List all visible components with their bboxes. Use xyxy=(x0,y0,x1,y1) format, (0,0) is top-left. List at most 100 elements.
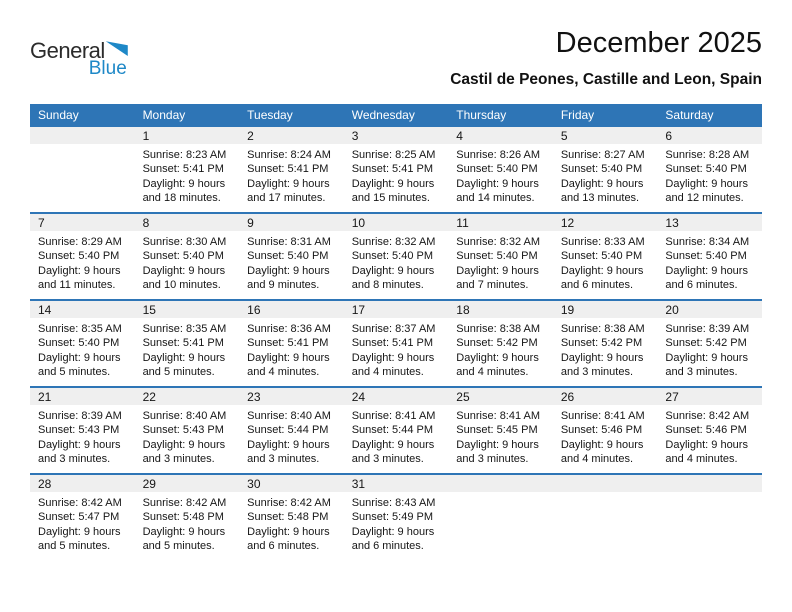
day-info-line: and 6 minutes. xyxy=(560,279,633,292)
day-info-line: Sunset: 5:43 PM xyxy=(142,424,224,437)
day-number: 7 xyxy=(38,216,45,230)
general-blue-logo: General Blue xyxy=(30,28,128,78)
day-info-line: and 3 minutes. xyxy=(142,453,215,466)
day-info-line: Daylight: 9 hours xyxy=(351,525,435,538)
day-info-line: and 7 minutes. xyxy=(456,279,529,292)
day-info-line: Sunset: 5:40 PM xyxy=(247,250,329,263)
day-info-line: Sunrise: 8:39 AM xyxy=(665,323,750,335)
day-info-line: Sunrise: 8:37 AM xyxy=(351,323,436,335)
day-info-line: Sunset: 5:41 PM xyxy=(247,337,329,350)
day-info-line: Daylight: 9 hours xyxy=(38,438,121,451)
day-info-line: Sunrise: 8:32 AM xyxy=(456,236,541,248)
day-details: Sunrise: 8:36 AM Sunset: 5:41 PM Daylight:… xyxy=(239,318,344,386)
day-info-line: Sunset: 5:43 PM xyxy=(38,424,120,437)
day-details: Sunrise: 8:39 AM Sunset: 5:42 PM Daylight:… xyxy=(657,318,762,386)
day-number-strip: 21 22 23 24 25 26 27 xyxy=(30,388,762,405)
day-info-line: Sunset: 5:41 PM xyxy=(351,337,434,350)
weekday-header: Monday xyxy=(142,108,186,122)
day-info-line: Sunrise: 8:30 AM xyxy=(142,236,227,248)
day-details: Sunrise: 8:35 AM Sunset: 5:40 PM Daylight:… xyxy=(30,318,135,386)
day-details: Sunrise: 8:41 AM Sunset: 5:44 PM Daylight:… xyxy=(344,405,449,473)
day-number: 28 xyxy=(38,477,52,491)
week-row: 21 22 23 24 25 26 27 Sunrise: 8:39 AM Sunset: 5:… xyxy=(30,386,762,473)
day-info-line: and 5 minutes. xyxy=(38,366,111,379)
day-details: Sunrise: 8:23 AM Sunset: 5:41 PM Daylight:… xyxy=(135,144,240,212)
day-details-row: Sunrise: 8:35 AM Sunset: 5:40 PM Daylight:… xyxy=(30,318,762,386)
day-info-line: and 5 minutes. xyxy=(38,540,111,553)
day-info-line: Sunset: 5:44 PM xyxy=(351,424,434,437)
day-info-line: and 14 minutes. xyxy=(456,192,535,205)
day-details: Sunrise: 8:32 AM Sunset: 5:40 PM Daylight:… xyxy=(344,231,449,299)
weekday-header: Wednesday xyxy=(351,108,415,122)
day-info-line: Sunset: 5:49 PM xyxy=(351,511,434,524)
weekday-header-row: Sunday Monday Tuesday Wednesday Thursday Frid… xyxy=(30,104,762,125)
day-info-line: Daylight: 9 hours xyxy=(665,438,748,451)
week-row: 28 29 30 31 Sunrise: 8:42 AM Sunset: 5:47 PM D… xyxy=(30,473,762,560)
day-number: 19 xyxy=(560,303,575,317)
day-details: Sunrise: 8:42 AM Sunset: 5:47 PM Daylight:… xyxy=(30,492,135,560)
day-number: 30 xyxy=(247,477,261,491)
day-info-line: Sunrise: 8:33 AM xyxy=(560,236,645,248)
day-number: 8 xyxy=(142,216,150,230)
weekday-header: Saturday xyxy=(665,108,714,122)
day-info-line: Daylight: 9 hours xyxy=(665,177,748,190)
day-info-line: Daylight: 9 hours xyxy=(247,264,330,277)
day-details-row: Sunrise: 8:42 AM Sunset: 5:47 PM Daylight:… xyxy=(30,492,762,560)
day-info-line: Daylight: 9 hours xyxy=(38,525,121,538)
day-number: 22 xyxy=(142,390,156,404)
day-info-line: Daylight: 9 hours xyxy=(247,438,330,451)
day-info-line: Sunset: 5:46 PM xyxy=(665,424,747,437)
day-info-line: and 9 minutes. xyxy=(247,279,320,292)
empty-day-cell xyxy=(448,475,553,492)
day-info-line: Daylight: 9 hours xyxy=(456,177,539,190)
empty-day-cell xyxy=(448,492,553,560)
day-number: 5 xyxy=(560,129,568,143)
title-block: December 2025 Castil de Peones, Castille… xyxy=(450,27,762,89)
day-number: 9 xyxy=(247,216,254,230)
day-info-line: Daylight: 9 hours xyxy=(560,264,644,277)
day-info-line: and 5 minutes. xyxy=(142,540,215,553)
day-number-strip: 7 8 9 10 11 12 13 xyxy=(30,214,762,231)
day-info-line: and 4 minutes. xyxy=(247,366,320,379)
week-row: 7 8 9 10 11 12 13 Sunrise: 8:29 AM Sunset: 5:40 … xyxy=(30,212,762,299)
day-info-line: Sunset: 5:42 PM xyxy=(456,337,538,350)
weekday-header: Thursday xyxy=(456,108,507,122)
day-details: Sunrise: 8:42 AM Sunset: 5:46 PM Daylight:… xyxy=(657,405,762,473)
day-number: 29 xyxy=(142,477,156,491)
day-info-line: and 8 minutes. xyxy=(351,279,424,292)
day-number: 31 xyxy=(351,477,366,491)
day-info-line: Sunset: 5:48 PM xyxy=(247,511,329,524)
day-info-line: Sunrise: 8:34 AM xyxy=(665,236,750,248)
day-info-line: Daylight: 9 hours xyxy=(247,177,330,190)
day-info-line: and 4 minutes. xyxy=(665,453,738,466)
day-details: Sunrise: 8:40 AM Sunset: 5:43 PM Daylight:… xyxy=(135,405,240,473)
week-row: 1 2 3 4 5 6 Sunrise: 8:23 AM Sunset: 5:41 PM Day… xyxy=(30,125,762,212)
day-info-line: and 10 minutes. xyxy=(142,279,221,292)
day-details: Sunrise: 8:42 AM Sunset: 5:48 PM Daylight:… xyxy=(135,492,240,560)
day-info-line: Sunrise: 8:23 AM xyxy=(142,149,227,161)
day-details: Sunrise: 8:38 AM Sunset: 5:42 PM Daylight:… xyxy=(553,318,658,386)
month-title: December 2025 xyxy=(555,27,762,59)
day-number: 11 xyxy=(456,216,469,230)
day-number-strip: 14 15 16 17 18 19 20 xyxy=(30,301,762,318)
day-info-line: Daylight: 9 hours xyxy=(38,351,121,364)
day-info-line: Sunrise: 8:28 AM xyxy=(665,149,750,161)
day-details: Sunrise: 8:41 AM Sunset: 5:45 PM Daylight:… xyxy=(448,405,553,473)
day-info-line: Sunrise: 8:32 AM xyxy=(351,236,436,248)
day-info-line: Sunrise: 8:25 AM xyxy=(351,149,436,161)
day-number: 18 xyxy=(456,303,470,317)
day-info-line: and 18 minutes. xyxy=(142,192,221,205)
day-info-line: Sunrise: 8:42 AM xyxy=(247,497,331,509)
day-info-line: Sunset: 5:40 PM xyxy=(560,250,643,263)
day-info-line: Daylight: 9 hours xyxy=(142,351,226,364)
empty-day-cell xyxy=(657,492,762,560)
day-info-line: Sunrise: 8:38 AM xyxy=(560,323,645,335)
day-info-line: Sunset: 5:41 PM xyxy=(142,337,224,350)
day-info-line: Sunrise: 8:41 AM xyxy=(456,410,541,422)
location-subtitle: Castil de Peones, Castille and Leon, Spa… xyxy=(450,70,762,88)
day-details: Sunrise: 8:25 AM Sunset: 5:41 PM Daylight:… xyxy=(344,144,449,212)
day-details: Sunrise: 8:28 AM Sunset: 5:40 PM Daylight:… xyxy=(657,144,762,212)
day-info-line: Sunset: 5:40 PM xyxy=(351,250,434,263)
day-details-row: Sunrise: 8:39 AM Sunset: 5:43 PM Daylight:… xyxy=(30,405,762,473)
day-number: 2 xyxy=(247,129,254,143)
